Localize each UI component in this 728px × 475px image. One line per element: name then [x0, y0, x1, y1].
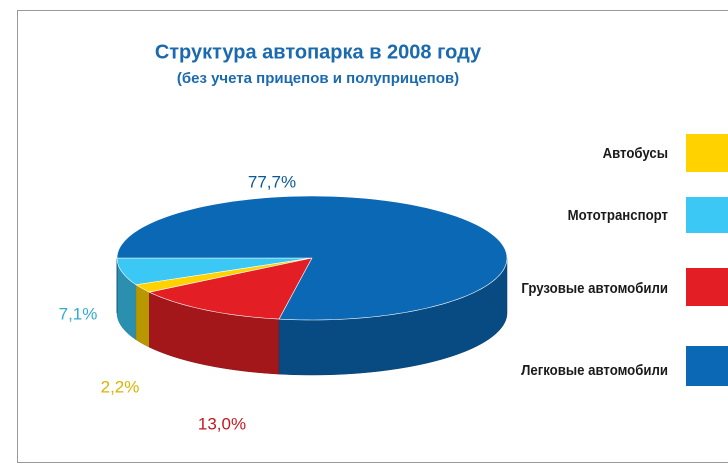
chart-title: Структура автопарка в 2008 году	[155, 41, 482, 63]
data-label: 13,0%	[198, 414, 246, 433]
legend-swatch	[686, 346, 728, 386]
slice	[116, 195, 508, 321]
legend-swatch	[686, 197, 728, 233]
legend-swatch	[686, 268, 728, 306]
slice-side	[135, 284, 150, 348]
data-label: 7,1%	[59, 304, 98, 323]
legend-swatch	[686, 134, 728, 172]
legend-label: Автобусы	[602, 144, 668, 162]
slice	[116, 257, 313, 286]
legend-label: Легковые автомобили	[521, 361, 668, 379]
data-label: 2,2%	[101, 377, 140, 396]
legend-label: Мототранспорт	[567, 206, 668, 224]
slice	[148, 257, 313, 320]
legend-label: Грузовые автомобили	[521, 279, 668, 297]
chart-subtitle: (без учета прицепов и полуприцепов)	[177, 70, 459, 87]
data-label: 77,7%	[248, 172, 296, 191]
